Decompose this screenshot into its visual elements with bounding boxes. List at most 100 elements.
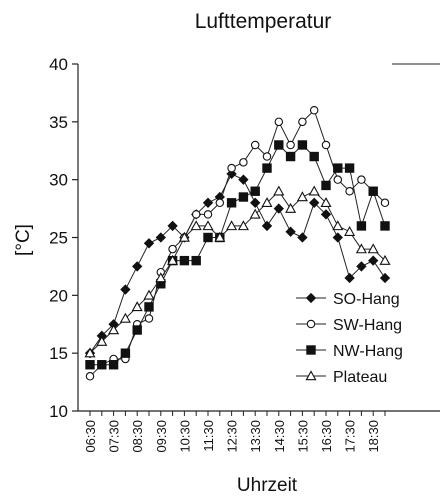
data-point <box>143 238 155 249</box>
legend-label: Plateau <box>333 369 387 386</box>
data-point <box>368 186 378 196</box>
data-point <box>226 220 238 231</box>
y-tick-label: 20 <box>49 286 68 305</box>
data-point <box>108 324 120 335</box>
data-point <box>155 232 166 243</box>
series-sw-hang <box>85 106 390 381</box>
y-tick-label: 40 <box>49 55 68 74</box>
data-point <box>155 272 167 283</box>
data-point <box>131 301 143 312</box>
data-point <box>262 163 272 173</box>
data-point <box>286 140 295 150</box>
data-point <box>285 151 296 162</box>
data-point <box>308 185 320 196</box>
data-point <box>97 360 107 370</box>
data-point <box>237 220 249 231</box>
x-tick-label: 08:30 <box>130 420 145 453</box>
chart-title: Lufttemperatur <box>195 10 332 33</box>
data-point <box>179 255 190 266</box>
data-point <box>380 221 390 231</box>
data-point <box>178 231 190 242</box>
legend-background <box>293 313 435 335</box>
data-point <box>167 220 178 232</box>
legend-marker <box>306 319 316 329</box>
data-point <box>320 209 332 220</box>
legend-item-plateau: Plateau <box>296 369 387 386</box>
data-point <box>167 254 179 265</box>
data-point <box>168 244 177 254</box>
x-tick-label: 11:30 <box>201 420 216 452</box>
data-point <box>227 163 236 173</box>
data-point <box>120 284 131 295</box>
data-point <box>108 360 119 370</box>
legend: SO-Hang SW-Hang NW-Hang Plateau <box>293 287 435 387</box>
data-point <box>85 372 95 381</box>
data-point <box>202 197 214 208</box>
data-point <box>249 208 261 219</box>
x-axis-label: Uhrzeit <box>237 475 298 496</box>
data-point <box>144 314 154 323</box>
legend-item-so-hang: SO-Hang <box>296 291 400 308</box>
data-point <box>367 243 379 254</box>
legend-background <box>293 339 435 361</box>
data-point <box>297 140 308 150</box>
x-tick-label: 12:30 <box>225 420 240 453</box>
x-tick-label: 06:30 <box>83 420 98 453</box>
series-line <box>89 173 386 354</box>
y-tick-label: 25 <box>49 229 68 248</box>
x-tick-label: 09:30 <box>154 420 169 453</box>
data-point <box>344 163 355 173</box>
data-point <box>132 325 142 335</box>
data-point <box>144 302 154 312</box>
data-point <box>273 185 285 196</box>
data-point <box>191 210 201 219</box>
data-point <box>345 186 354 196</box>
data-point <box>191 255 201 266</box>
data-point <box>132 261 143 272</box>
data-point <box>203 210 213 219</box>
data-point <box>84 347 96 358</box>
y-tick-label: 15 <box>49 344 68 363</box>
data-point <box>368 255 379 266</box>
data-point <box>379 272 391 284</box>
data-point <box>320 197 332 208</box>
data-point <box>96 335 108 346</box>
data-point <box>285 226 296 237</box>
legend-background <box>293 365 435 387</box>
x-tick-label: 07:30 <box>107 420 122 453</box>
y-tick-label: 10 <box>49 402 68 421</box>
data-point <box>273 203 284 214</box>
legend-marker <box>305 370 317 381</box>
data-point <box>298 117 307 127</box>
legend-label: SO-Hang <box>333 291 400 308</box>
data-point <box>321 180 331 191</box>
series-nw-hang <box>85 140 390 370</box>
data-point <box>333 175 343 184</box>
data-point <box>332 220 344 231</box>
data-point <box>357 175 366 184</box>
data-point <box>143 289 155 300</box>
y-tick-label: 35 <box>49 113 68 132</box>
data-point <box>285 202 297 213</box>
legend-background <box>293 287 435 309</box>
data-point <box>238 174 249 185</box>
data-point <box>297 232 308 243</box>
legend-item-sw-hang: SW-Hang <box>296 317 402 334</box>
data-point <box>226 198 237 208</box>
data-point <box>261 220 273 232</box>
data-point <box>379 254 391 265</box>
data-point <box>262 152 272 161</box>
legend-label: SW-Hang <box>333 317 402 334</box>
data-point <box>215 198 225 208</box>
axes: 10 15 20 25 30 35 40 06:30 07:30 08:30 09:30 10:30 1… <box>49 55 440 453</box>
legend-label: NW-Hang <box>333 343 403 360</box>
x-tick-label: 18:30 <box>366 420 381 453</box>
series-plateau <box>84 185 391 358</box>
data-point <box>344 272 355 284</box>
data-point <box>239 158 248 167</box>
data-point <box>309 106 319 115</box>
y-axis-label: [°C] <box>13 224 34 256</box>
data-point <box>309 197 320 208</box>
data-point <box>296 191 308 202</box>
